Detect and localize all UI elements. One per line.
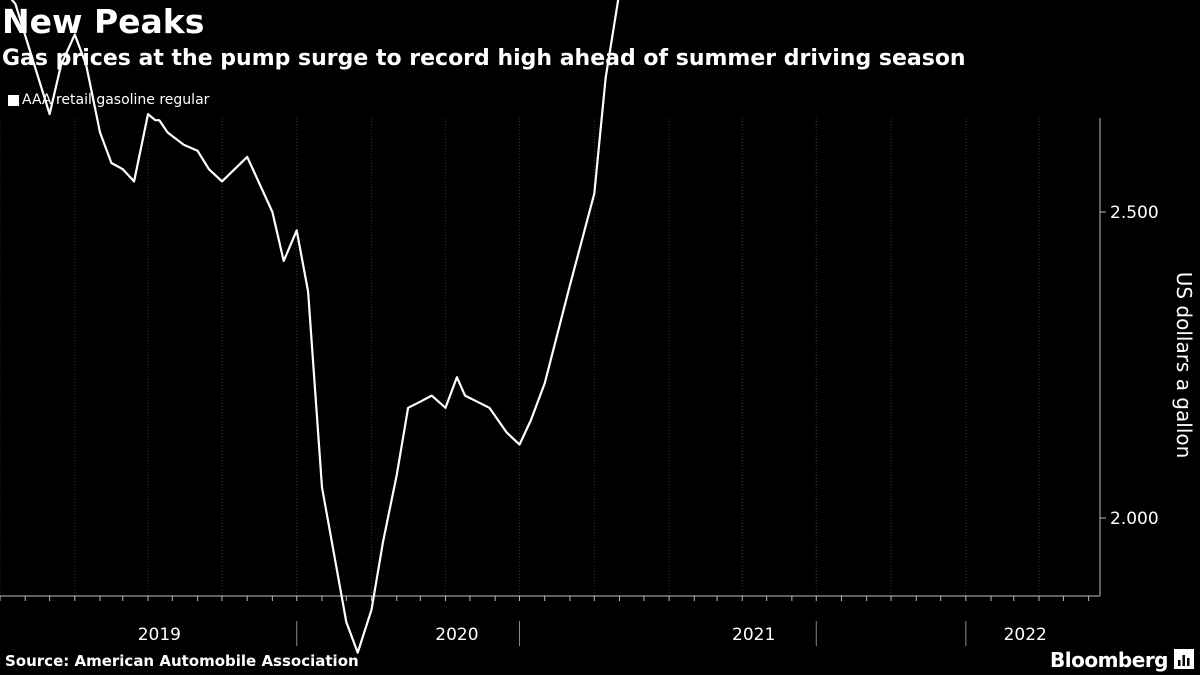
y-axis-label: US dollars a gallon bbox=[1172, 272, 1196, 459]
y-tick-label: 2.000 bbox=[1110, 509, 1159, 529]
x-tick-label: 2021 bbox=[732, 625, 775, 645]
x-tick-label: 2020 bbox=[435, 625, 478, 645]
source-note: Source: American Automobile Association bbox=[5, 652, 359, 670]
chart-title: New Peaks bbox=[2, 2, 205, 41]
x-tick-label: 2022 bbox=[1004, 625, 1047, 645]
terminal-icon bbox=[1174, 649, 1194, 669]
bloomberg-logo: Bloomberg bbox=[1050, 648, 1168, 672]
legend-swatch bbox=[8, 94, 19, 106]
x-tick-label: 2019 bbox=[138, 625, 181, 645]
legend-label: AAA retail gasoline regular bbox=[22, 92, 210, 108]
y-tick-label: 2.500 bbox=[1110, 203, 1159, 223]
vertical-gridlines bbox=[0, 118, 1040, 596]
series-line bbox=[10, 0, 620, 654]
x-axis: 2019 2020 2021 2022 bbox=[0, 595, 1100, 646]
y-axis-title: US dollars a gallon bbox=[1172, 272, 1196, 459]
chart-subtitle: Gas prices at the pump surge to record h… bbox=[2, 46, 966, 71]
legend: AAA retail gasoline regular bbox=[8, 90, 209, 110]
